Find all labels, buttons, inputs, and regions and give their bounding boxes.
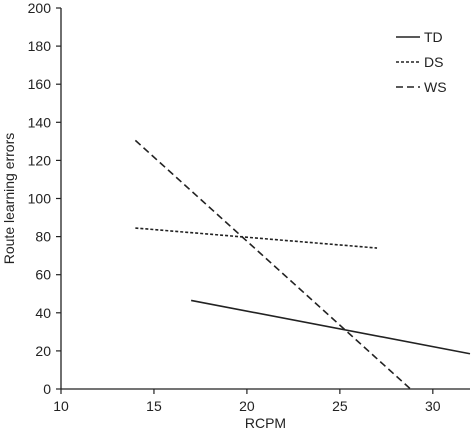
legend-label-td: TD xyxy=(424,29,443,45)
y-tick-label: 100 xyxy=(28,191,52,207)
x-tick-label: 25 xyxy=(332,398,348,414)
series-lines xyxy=(134,139,471,390)
series-line-ws xyxy=(134,139,412,390)
series-line-td xyxy=(190,299,471,355)
x-axis-ticks: 10 15 20 25 30 xyxy=(53,389,441,414)
series-line-ds xyxy=(135,227,378,249)
x-tick-label: 15 xyxy=(146,398,162,414)
x-tick-label: 30 xyxy=(425,398,441,414)
y-axis-ticks: 0 20 40 60 80 100 120 140 160 180 200 xyxy=(28,0,61,397)
legend-label-ws: WS xyxy=(424,79,447,95)
legend: TD DS WS xyxy=(396,29,447,95)
legend-label-ds: DS xyxy=(424,54,443,70)
y-tick-label: 60 xyxy=(35,267,51,283)
y-tick-label: 20 xyxy=(35,343,51,359)
y-tick-label: 160 xyxy=(28,76,52,92)
y-tick-label: 200 xyxy=(28,0,52,16)
x-tick-label: 10 xyxy=(53,398,69,414)
x-tick-label: 20 xyxy=(239,398,255,414)
y-tick-label: 180 xyxy=(28,38,52,54)
y-tick-label: 40 xyxy=(35,305,51,321)
y-tick-label: 140 xyxy=(28,114,52,130)
y-axis-label: Route learning errors xyxy=(1,133,17,265)
x-axis-label: RCPM xyxy=(245,415,286,431)
y-tick-label: 80 xyxy=(35,229,51,245)
y-tick-label: 0 xyxy=(43,381,51,397)
y-tick-label: 120 xyxy=(28,152,52,168)
